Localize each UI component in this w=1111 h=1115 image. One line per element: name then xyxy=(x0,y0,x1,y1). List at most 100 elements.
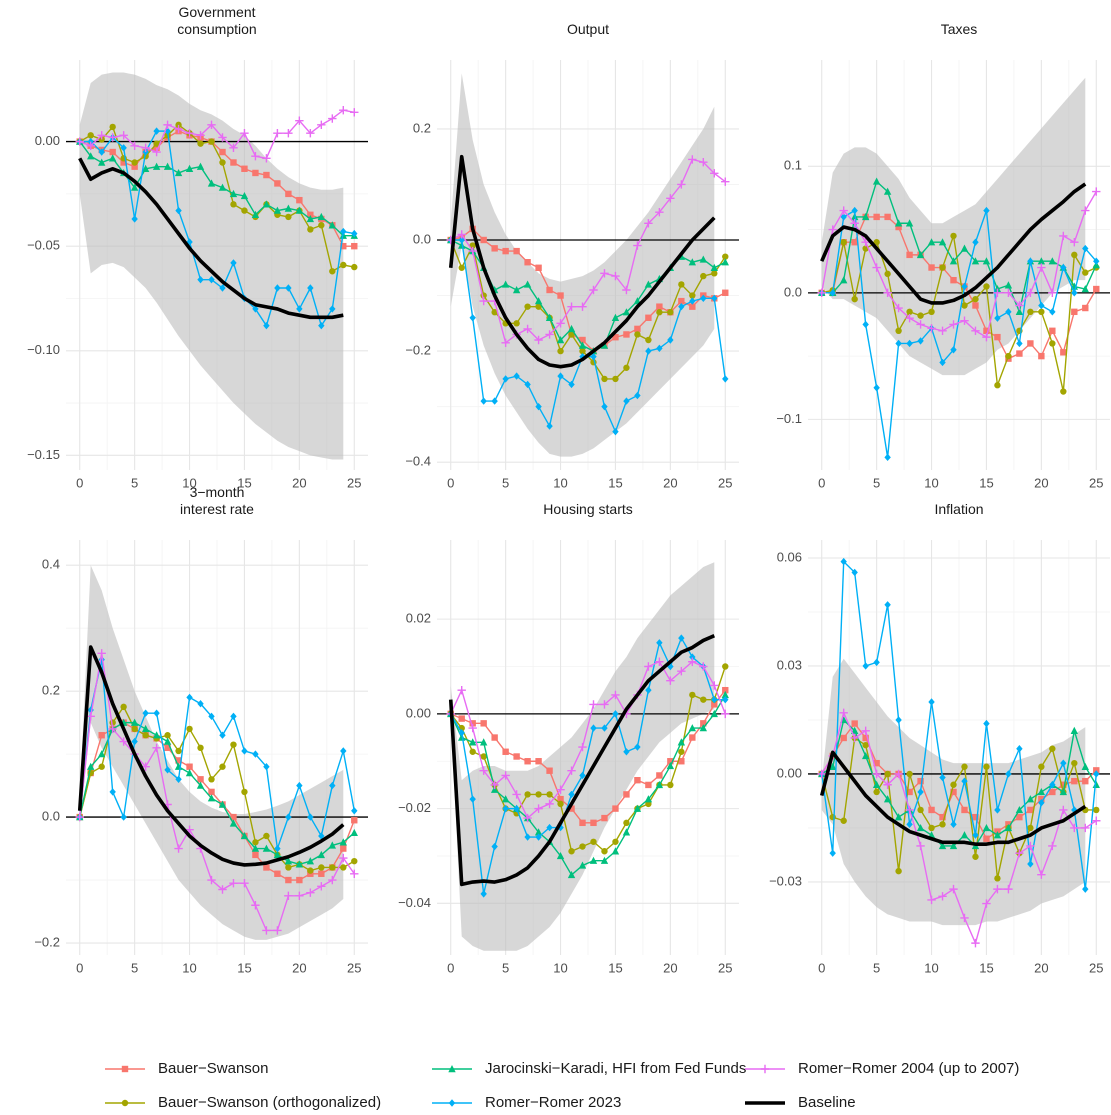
series-point xyxy=(480,236,487,244)
series-point xyxy=(1004,288,1013,298)
series-point xyxy=(949,841,958,850)
series-point xyxy=(1081,762,1089,770)
series-point xyxy=(545,313,554,321)
series-point xyxy=(152,147,161,157)
series-point xyxy=(229,879,238,888)
x-tick-label: 5 xyxy=(873,960,880,975)
series-point xyxy=(546,767,553,774)
series-point xyxy=(1049,327,1056,335)
series-point xyxy=(883,288,892,298)
series-point xyxy=(1049,745,1056,752)
series-point xyxy=(711,695,718,704)
series-point xyxy=(351,263,358,271)
series-point xyxy=(502,375,509,383)
series-point xyxy=(262,926,271,935)
series-line xyxy=(821,710,1097,946)
series-point xyxy=(678,281,685,288)
confidence-band xyxy=(450,562,715,951)
series-point xyxy=(262,154,271,163)
series-point xyxy=(296,781,303,790)
series-point xyxy=(817,288,826,298)
series-point xyxy=(895,327,902,335)
series-point xyxy=(534,297,543,305)
series-point xyxy=(894,303,903,313)
series-point xyxy=(884,770,891,778)
series-point xyxy=(513,372,520,380)
legend-marker xyxy=(121,1099,129,1107)
series-point xyxy=(677,738,686,746)
series-point xyxy=(98,763,105,770)
series-point xyxy=(1049,340,1056,347)
series-point xyxy=(1027,824,1034,832)
series-point xyxy=(1093,806,1100,814)
series-point xyxy=(600,856,609,864)
series-point xyxy=(307,284,314,292)
x-tick-label: 25 xyxy=(347,475,361,490)
series-line xyxy=(450,666,726,853)
series-point xyxy=(458,241,466,249)
series-point xyxy=(611,313,620,321)
series-point xyxy=(938,841,947,850)
series-point xyxy=(480,753,487,760)
series-point xyxy=(839,276,848,284)
series-point xyxy=(262,200,271,208)
series-point xyxy=(295,206,304,214)
series-point xyxy=(721,177,730,186)
series-point xyxy=(502,247,509,255)
series-point xyxy=(678,758,685,765)
series-point xyxy=(524,791,531,798)
series-point xyxy=(1015,805,1024,814)
series-point xyxy=(655,780,664,789)
series-point xyxy=(961,777,968,785)
series-point xyxy=(317,120,326,130)
series-point xyxy=(174,124,183,134)
series-point xyxy=(950,788,957,796)
series-point xyxy=(722,695,729,704)
series-point xyxy=(710,263,718,271)
x-tick-label: 15 xyxy=(979,960,993,975)
series-point xyxy=(535,303,542,310)
series-point xyxy=(285,284,292,292)
series-point xyxy=(1060,781,1067,788)
series-point xyxy=(1082,269,1089,276)
series-point xyxy=(1082,885,1089,893)
series-line xyxy=(450,158,726,344)
y-tick-label: 0.1 xyxy=(784,158,802,173)
series-point xyxy=(983,763,990,770)
series-point xyxy=(546,286,553,294)
series-point xyxy=(1038,352,1045,360)
x-tick-label: 15 xyxy=(608,475,622,490)
series-line xyxy=(79,109,355,160)
series-point xyxy=(469,242,476,249)
series-point xyxy=(152,743,161,753)
series-point xyxy=(1071,289,1078,297)
y-tick-label: 0.00 xyxy=(777,765,802,780)
series-point xyxy=(1027,860,1034,868)
series-point xyxy=(722,686,729,694)
series-point xyxy=(567,766,576,775)
series-point xyxy=(883,780,892,789)
series-point xyxy=(240,129,249,138)
series-point xyxy=(928,806,935,814)
series-point xyxy=(351,817,358,824)
series-point xyxy=(557,823,564,832)
series-point xyxy=(633,804,642,812)
series-point xyxy=(174,844,183,853)
series-point xyxy=(458,236,465,244)
series-point xyxy=(928,308,935,316)
series-point xyxy=(851,720,858,727)
series-point xyxy=(230,159,237,166)
series-point xyxy=(644,219,653,228)
series-point xyxy=(850,219,859,228)
series-point xyxy=(982,257,991,265)
series-point xyxy=(917,777,924,785)
series-point xyxy=(721,690,729,699)
series-point xyxy=(710,709,718,718)
series-point xyxy=(328,875,337,885)
series-point xyxy=(251,152,260,161)
series-point xyxy=(644,280,653,288)
series-point xyxy=(328,221,337,229)
series-point xyxy=(961,763,968,770)
series-point xyxy=(960,831,969,839)
series-point xyxy=(185,129,194,138)
